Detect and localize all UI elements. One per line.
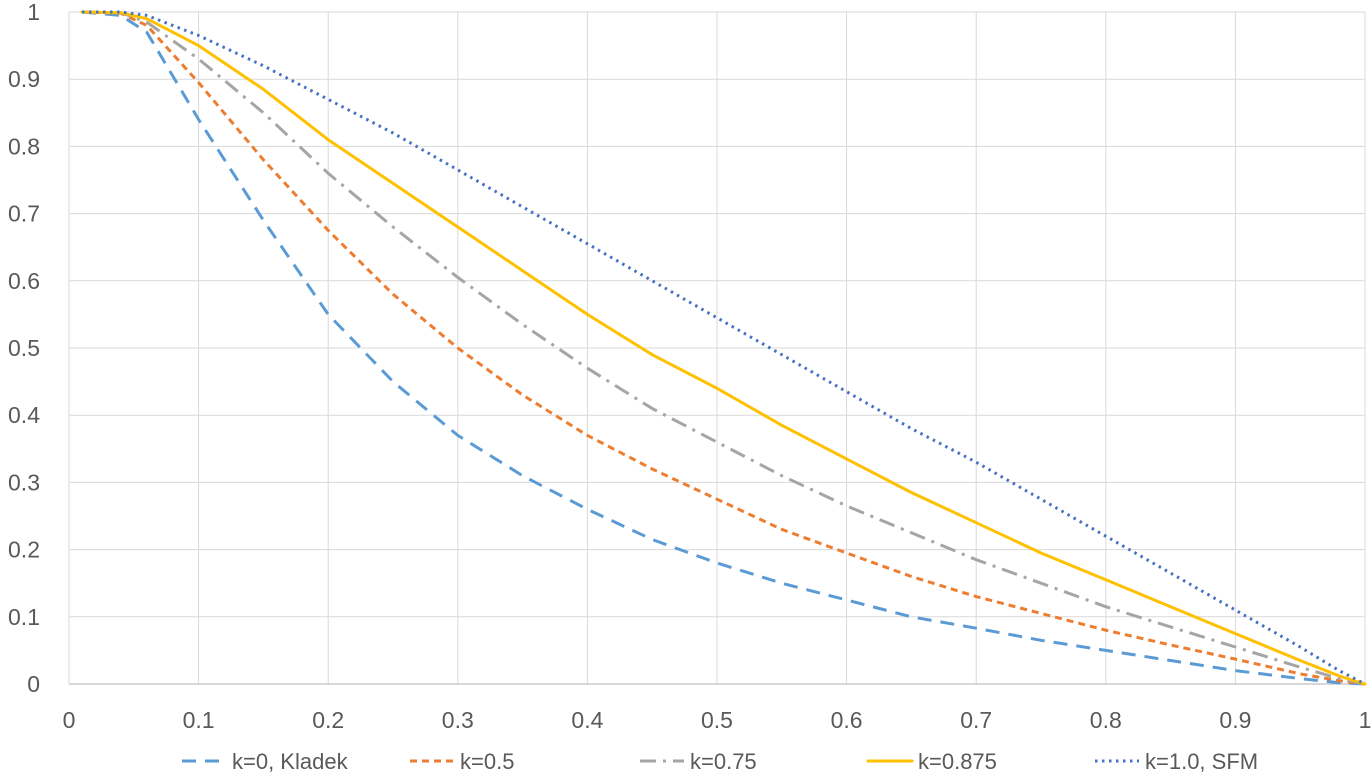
x-tick-label: 0.5 <box>701 707 733 733</box>
y-tick-label: 0.7 <box>8 201 40 227</box>
legend-label-1: k=0.5 <box>460 749 514 774</box>
x-tick-label: 0.9 <box>1219 707 1251 733</box>
series-line-2 <box>81 10 1366 686</box>
x-tick-label: 0.8 <box>1090 707 1122 733</box>
y-tick-label: 0.2 <box>8 537 40 563</box>
x-tick-label: 0.2 <box>312 707 344 733</box>
x-tick-label: 0.1 <box>183 707 215 733</box>
y-tick-label: 0.4 <box>8 402 40 428</box>
x-tick-label: 1 <box>1359 707 1372 733</box>
legend-label-3: k=0.875 <box>918 749 997 774</box>
series-line-0 <box>81 10 1366 686</box>
y-axis-ticks: 0 0.1 0.2 0.3 0.4 0.5 0.6 0.7 0.8 0.9 1 <box>8 0 40 697</box>
x-tick-label: 0 <box>63 707 76 733</box>
y-tick-label: 0 <box>27 671 40 697</box>
y-tick-label: 0.5 <box>8 335 40 361</box>
series-line-4 <box>82 10 1366 686</box>
legend: k=0, Kladek k=0.5 k=0.75 k=0.875 k=1.0, SFM <box>182 749 1258 774</box>
y-tick-label: 1 <box>27 0 40 25</box>
y-tick-label: 0.6 <box>8 268 40 294</box>
x-tick-label: 0.3 <box>442 707 474 733</box>
x-tick-label: 0.6 <box>831 707 863 733</box>
series-line-3 <box>80 10 1367 686</box>
y-tick-label: 0.9 <box>8 66 40 92</box>
x-axis-ticks: 0 0.1 0.2 0.3 0.4 0.5 0.6 0.7 0.8 0.9 1 <box>63 707 1372 733</box>
x-tick-label: 0.7 <box>960 707 992 733</box>
legend-label-0: k=0, Kladek <box>232 749 349 774</box>
series-layer <box>80 10 1367 686</box>
y-tick-label: 0.8 <box>8 133 40 159</box>
y-tick-label: 0.1 <box>8 604 40 630</box>
legend-label-2: k=0.75 <box>690 749 757 774</box>
series-line-1 <box>81 10 1366 686</box>
x-tick-label: 0.4 <box>571 707 603 733</box>
legend-label-4: k=1.0, SFM <box>1145 749 1258 774</box>
y-tick-label: 0.3 <box>8 469 40 495</box>
